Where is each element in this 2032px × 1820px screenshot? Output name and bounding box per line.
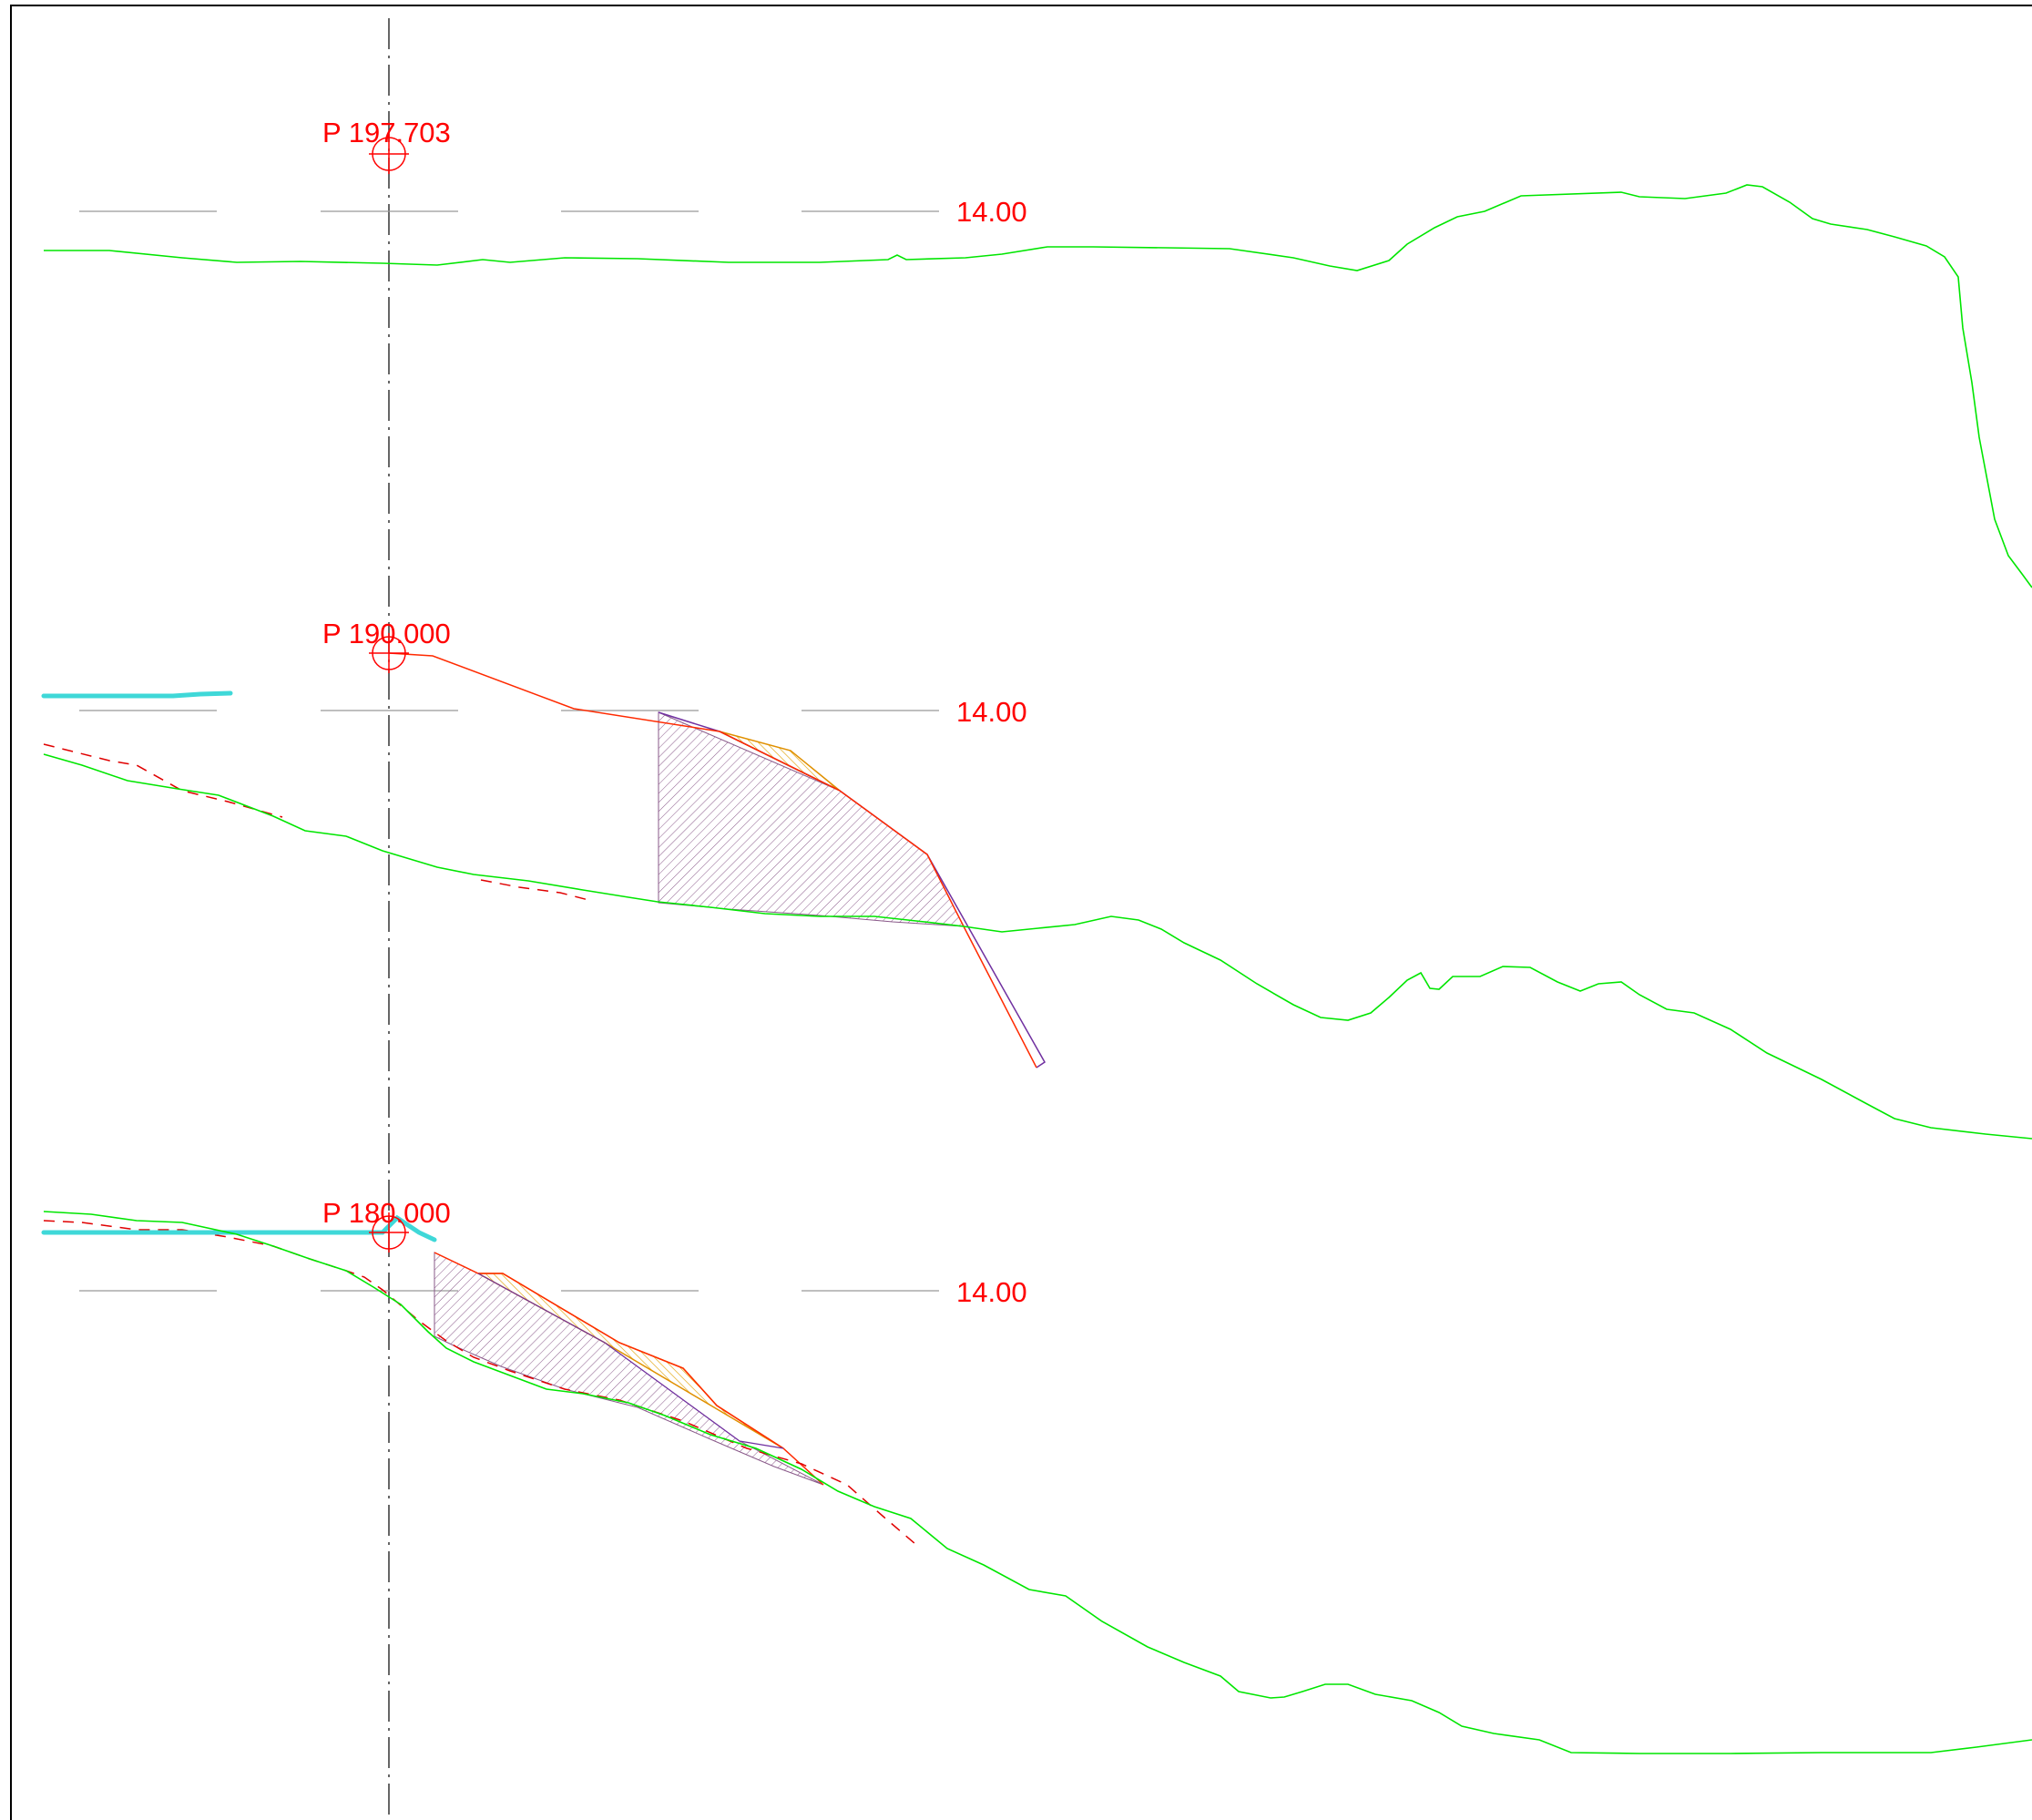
design-profile xyxy=(434,1252,824,1486)
elevation-label: 14.00 xyxy=(956,696,1027,728)
design-outline xyxy=(477,1273,784,1449)
terrain-profile xyxy=(43,1211,2032,1754)
reference-dashed-line xyxy=(480,879,593,902)
design-profile xyxy=(388,652,1037,1068)
elevation-label: 14.00 xyxy=(956,1276,1027,1308)
station-marker xyxy=(369,134,409,174)
section-p180000: 14.00 P 180.000 xyxy=(41,1197,2032,1754)
terrain-profile xyxy=(43,753,2032,1140)
cut-area xyxy=(658,711,965,927)
reference-dashed-line xyxy=(43,1220,916,1545)
section-p190000: 14.00 P 190.000 xyxy=(41,618,2032,1140)
station-label: P 180.000 xyxy=(322,1197,451,1229)
reference-dashed-line xyxy=(43,743,283,818)
station-label: P 190.000 xyxy=(322,618,451,649)
terrain-profile xyxy=(44,184,2032,588)
section-p197703: 14.00 P 197.703 xyxy=(44,117,2032,588)
station-marker xyxy=(369,633,409,673)
station-label: P 197.703 xyxy=(322,117,451,148)
drawing-frame xyxy=(10,5,2032,1820)
cyan-marker xyxy=(41,690,233,699)
elevation-label: 14.00 xyxy=(956,196,1027,228)
station-marker xyxy=(369,1212,409,1253)
